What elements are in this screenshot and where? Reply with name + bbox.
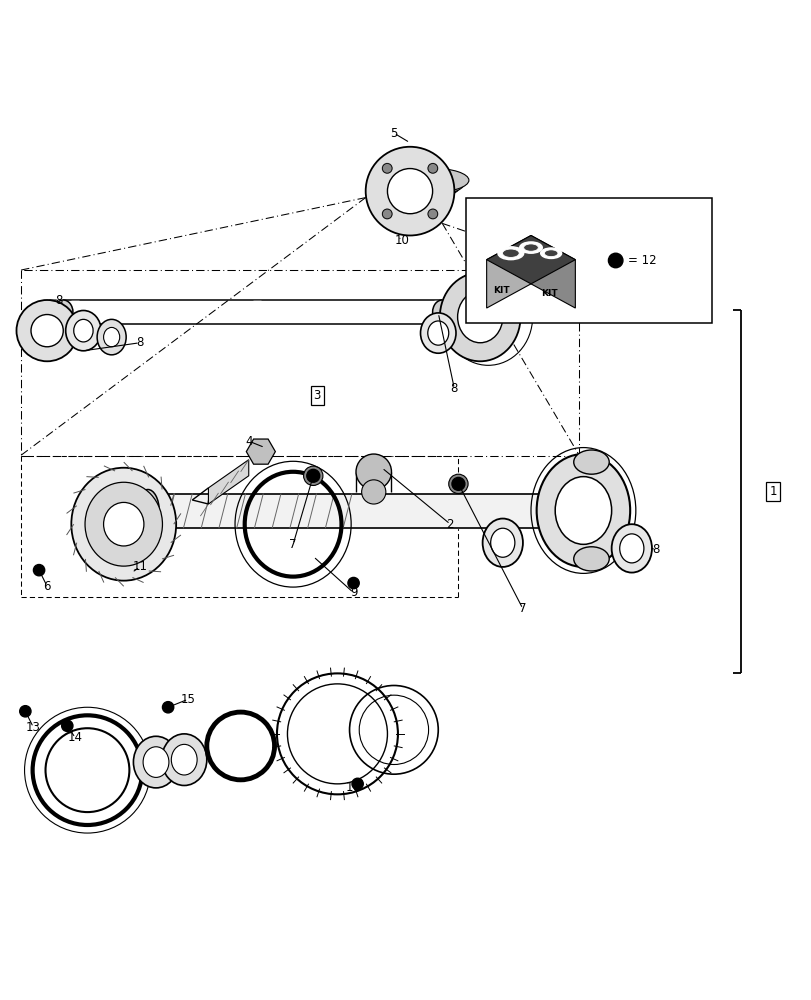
Ellipse shape	[573, 547, 608, 571]
Circle shape	[62, 720, 73, 731]
Ellipse shape	[490, 528, 514, 557]
Text: 15: 15	[181, 693, 195, 706]
Ellipse shape	[104, 327, 119, 347]
Text: 8: 8	[651, 543, 659, 556]
Ellipse shape	[536, 454, 629, 567]
Ellipse shape	[54, 300, 73, 324]
Circle shape	[607, 253, 622, 268]
Text: 14: 14	[68, 731, 83, 744]
Polygon shape	[148, 494, 551, 528]
Circle shape	[448, 474, 467, 494]
Text: 10: 10	[394, 234, 409, 247]
Ellipse shape	[619, 534, 643, 563]
Circle shape	[355, 454, 391, 490]
Polygon shape	[530, 235, 575, 308]
Polygon shape	[486, 235, 530, 308]
Ellipse shape	[573, 450, 608, 474]
Circle shape	[303, 466, 323, 485]
Ellipse shape	[543, 250, 557, 257]
Text: = 12: = 12	[627, 254, 655, 267]
Text: 2: 2	[446, 518, 453, 531]
FancyBboxPatch shape	[466, 198, 711, 323]
Ellipse shape	[16, 300, 78, 361]
Ellipse shape	[143, 747, 169, 777]
Ellipse shape	[440, 273, 520, 361]
Text: 9: 9	[350, 586, 357, 599]
Circle shape	[162, 702, 174, 713]
Text: 13: 13	[26, 721, 41, 734]
Ellipse shape	[161, 734, 207, 785]
Polygon shape	[486, 235, 575, 284]
Circle shape	[427, 163, 437, 173]
Ellipse shape	[482, 519, 522, 567]
Polygon shape	[208, 460, 248, 504]
Ellipse shape	[85, 482, 162, 566]
Text: 5: 5	[390, 127, 397, 140]
Ellipse shape	[387, 169, 432, 214]
Ellipse shape	[394, 168, 468, 192]
Text: 7: 7	[518, 602, 526, 615]
Circle shape	[382, 163, 392, 173]
Circle shape	[382, 209, 392, 219]
Ellipse shape	[133, 736, 178, 788]
Circle shape	[351, 778, 363, 790]
Text: 11: 11	[132, 560, 147, 573]
Ellipse shape	[523, 244, 538, 251]
Ellipse shape	[555, 477, 611, 544]
Ellipse shape	[420, 313, 456, 353]
Circle shape	[347, 577, 358, 589]
Text: 3: 3	[313, 389, 320, 402]
Text: 6: 6	[43, 580, 51, 593]
Ellipse shape	[71, 468, 176, 581]
Ellipse shape	[540, 248, 561, 258]
Ellipse shape	[104, 502, 144, 546]
Ellipse shape	[74, 319, 93, 342]
Ellipse shape	[31, 315, 63, 347]
Circle shape	[361, 480, 385, 504]
Text: 8: 8	[450, 382, 457, 395]
Circle shape	[452, 477, 465, 490]
Ellipse shape	[497, 247, 523, 260]
Ellipse shape	[136, 490, 159, 532]
Ellipse shape	[432, 300, 452, 324]
Ellipse shape	[66, 310, 101, 351]
Ellipse shape	[611, 524, 651, 573]
Text: 16: 16	[345, 781, 361, 794]
Circle shape	[19, 706, 31, 717]
Text: 4: 4	[245, 435, 252, 448]
Ellipse shape	[171, 744, 197, 775]
Ellipse shape	[457, 291, 502, 343]
Text: KIT: KIT	[492, 286, 508, 295]
Ellipse shape	[427, 321, 448, 345]
Text: 8: 8	[55, 294, 62, 307]
Circle shape	[427, 209, 437, 219]
Ellipse shape	[375, 175, 459, 200]
Text: 7: 7	[289, 538, 297, 551]
Ellipse shape	[365, 147, 454, 235]
Ellipse shape	[97, 319, 126, 355]
Ellipse shape	[384, 172, 464, 196]
Text: KIT: KIT	[541, 289, 557, 298]
Ellipse shape	[519, 242, 542, 253]
Text: 1: 1	[768, 485, 776, 498]
Ellipse shape	[502, 249, 518, 257]
Circle shape	[33, 565, 45, 576]
Text: 8: 8	[136, 336, 144, 349]
Circle shape	[307, 469, 320, 482]
